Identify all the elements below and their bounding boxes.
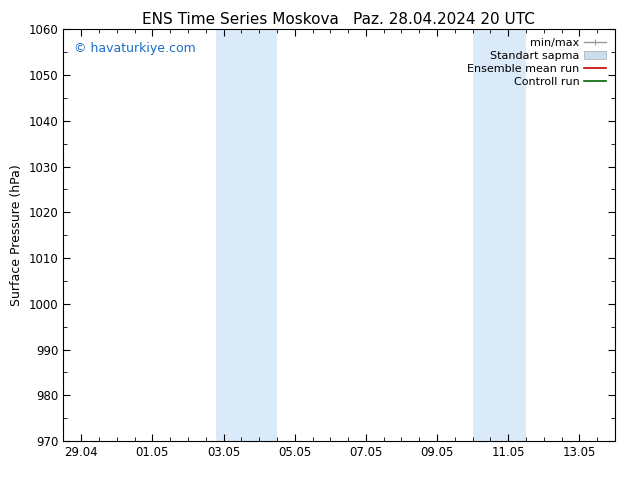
Legend: min/max, Standart sapma, Ensemble mean run, Controll run: min/max, Standart sapma, Ensemble mean r… bbox=[464, 35, 609, 90]
Text: Paz. 28.04.2024 20 UTC: Paz. 28.04.2024 20 UTC bbox=[353, 12, 534, 27]
Bar bbox=[508, 29, 526, 441]
Bar bbox=[259, 29, 277, 441]
Bar bbox=[472, 29, 508, 441]
Bar bbox=[216, 29, 259, 441]
Y-axis label: Surface Pressure (hPa): Surface Pressure (hPa) bbox=[10, 164, 23, 306]
Text: © havaturkiye.com: © havaturkiye.com bbox=[74, 42, 196, 55]
Text: ENS Time Series Moskova: ENS Time Series Moskova bbox=[143, 12, 339, 27]
